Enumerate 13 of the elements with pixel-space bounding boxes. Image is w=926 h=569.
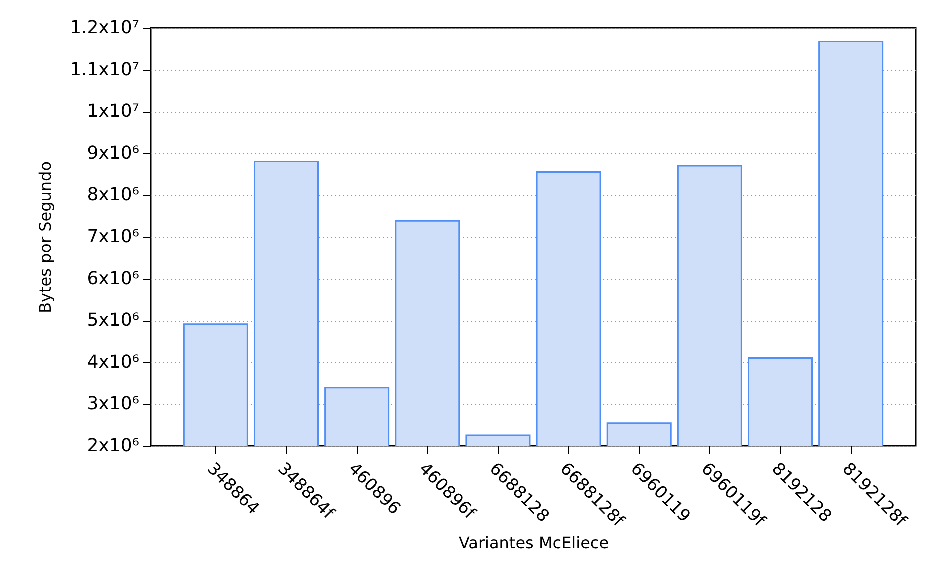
y-tick-label: 9x10⁶ bbox=[87, 142, 140, 164]
y-tick-label: 1x10⁷ bbox=[87, 101, 140, 122]
y-tick-label: 5x10⁶ bbox=[87, 310, 140, 332]
y-tick-label: 4x10⁶ bbox=[87, 352, 140, 373]
y-tick-label: 2x10⁶ bbox=[87, 436, 140, 456]
y-tick-label: 3x10⁶ bbox=[87, 394, 140, 415]
y-axis-title: Bytes por Segundo bbox=[36, 162, 56, 314]
y-tick-label: 8x10⁶ bbox=[87, 184, 140, 206]
y-tick-label: 1.2x10⁷ bbox=[70, 18, 140, 38]
y-tick-label: 7x10⁶ bbox=[87, 226, 140, 248]
y-tick-label: 1.1x10⁷ bbox=[70, 59, 140, 80]
y-tick-label: 6x10⁶ bbox=[87, 268, 140, 290]
x-axis-title: Variantes McEliece bbox=[458, 534, 610, 553]
